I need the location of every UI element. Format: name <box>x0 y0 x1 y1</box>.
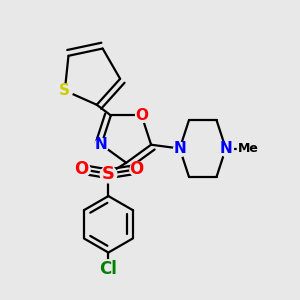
Text: Cl: Cl <box>100 260 117 278</box>
Text: N: N <box>219 141 232 156</box>
Text: N: N <box>173 141 186 156</box>
Text: O: O <box>74 160 89 178</box>
Text: N: N <box>95 137 108 152</box>
Text: O: O <box>135 108 148 123</box>
Text: Me: Me <box>238 142 259 155</box>
Text: O: O <box>130 160 144 178</box>
Text: S: S <box>102 165 115 183</box>
Text: S: S <box>59 83 70 98</box>
